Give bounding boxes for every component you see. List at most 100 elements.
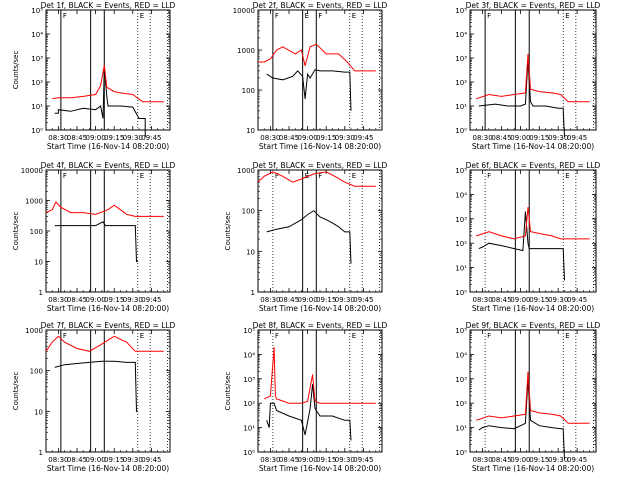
series-events-line — [478, 60, 565, 138]
x-tick-label: 08:30 — [473, 456, 493, 464]
x-axis-label: Start Time (16-Nov-14 08:20:00) — [47, 304, 169, 313]
y-tick-label: 1 — [39, 449, 43, 457]
x-tick-label: 08:30 — [473, 296, 493, 304]
chart-title: Det 4f, BLACK = Events, RED = LLD — [41, 161, 176, 170]
time-marker-label: E — [352, 172, 356, 180]
y-tick-label: 100 — [30, 368, 43, 376]
x-tick-label: 09:30 — [335, 296, 355, 304]
y-tick-label: 10⁴ — [455, 351, 467, 359]
x-tick-label: 08:45 — [67, 134, 87, 142]
x-tick-label: 08:30 — [260, 134, 280, 142]
y-tick-label: 10³ — [455, 216, 467, 224]
y-axis-label: Counts/sec — [12, 212, 20, 251]
x-tick-label: 08:30 — [48, 134, 68, 142]
y-tick-label: 10⁰ — [455, 449, 467, 457]
time-marker-label: E — [352, 12, 356, 20]
x-tick-label: 09:15 — [529, 134, 549, 142]
y-axis-label: Counts/sec — [224, 212, 232, 251]
time-marker-label: F — [487, 12, 491, 20]
x-tick-label: 09:45 — [567, 296, 587, 304]
x-tick-label: 09:45 — [353, 296, 373, 304]
y-tick-label: 10⁴ — [243, 351, 255, 359]
x-axis-label: Start Time (16-Nov-14 08:20:00) — [259, 304, 381, 313]
y-tick-label: 10² — [455, 400, 467, 408]
plot-frame — [469, 9, 597, 131]
plot-frame — [257, 169, 383, 293]
series-lld-line — [45, 201, 164, 217]
time-marker-label: E — [305, 12, 309, 20]
time-marker-label: E — [305, 172, 309, 180]
y-tick-label: 1000 — [25, 327, 43, 335]
plot-frame — [45, 329, 171, 453]
y-tick-label: 10² — [243, 400, 255, 408]
y-tick-label: 10³ — [31, 55, 43, 63]
time-marker-label: E — [565, 172, 569, 180]
y-tick-label: 10⁴ — [31, 31, 43, 39]
chart-panel-2: Det 2f, BLACK = Events, RED = LLD 10 100 10… — [233, 1, 388, 151]
y-tick-label: 10¹ — [31, 103, 43, 111]
y-tick-label: 10000 — [21, 167, 43, 175]
x-axis-label: Start Time (16-Nov-14 08:20:00) — [47, 142, 169, 151]
x-tick-label: 09:45 — [353, 134, 373, 142]
x-tick-label: 09:15 — [104, 456, 124, 464]
x-tick-label: 08:30 — [48, 456, 68, 464]
x-tick-label: 09:00 — [86, 456, 106, 464]
x-tick-label: 09:45 — [567, 456, 587, 464]
plot-frame — [469, 329, 597, 453]
series-lld-line — [476, 207, 590, 240]
time-marker-label: F — [63, 332, 67, 340]
y-tick-label: 10³ — [243, 376, 255, 384]
y-tick-label: 100 — [242, 87, 255, 95]
x-tick-label: 09:45 — [567, 134, 587, 142]
chart-title: Det 6f, BLACK = Events, RED = LLD — [466, 161, 601, 170]
y-tick-label: 100 — [242, 208, 255, 216]
x-tick-label: 08:45 — [491, 134, 511, 142]
x-tick-label: 09:30 — [335, 134, 355, 142]
y-tick-label: 10⁵ — [455, 327, 467, 335]
x-tick-label: 08:45 — [279, 134, 299, 142]
y-tick-label: 10³ — [455, 376, 467, 384]
x-tick-label: 09:30 — [548, 134, 568, 142]
x-tick-label: 09:30 — [335, 456, 355, 464]
chart-title: Det 2f, BLACK = Events, RED = LLD — [253, 1, 388, 10]
time-marker-label: E — [565, 12, 569, 20]
x-axis-label: Start Time (16-Nov-14 08:20:00) — [259, 464, 381, 473]
y-tick-label: 10⁰ — [455, 289, 467, 297]
plot-frame — [45, 169, 171, 293]
x-axis-label: Start Time (16-Nov-14 08:20:00) — [259, 142, 381, 151]
series-events-line — [266, 210, 352, 264]
y-tick-label: 1000 — [237, 47, 255, 55]
time-marker-label: F — [318, 12, 322, 20]
x-tick-label: 08:30 — [48, 296, 68, 304]
x-tick-label: 09:30 — [548, 456, 568, 464]
chart-panel-3: Det 3f, BLACK = Events, RED = LLD 10⁰ 10¹ 1… — [455, 1, 600, 151]
chart-panel-9: Det 9f, BLACK = Events, RED = LLD 10⁰ 10¹ 1… — [455, 321, 600, 473]
series-lld-line — [263, 347, 376, 404]
y-axis-label: Counts/sec — [224, 372, 232, 411]
x-tick-label: 09:45 — [141, 134, 161, 142]
x-tick-label: 09:15 — [104, 296, 124, 304]
x-tick-label: 09:15 — [529, 296, 549, 304]
series-lld-line — [257, 171, 376, 187]
chart-panel-5: Det 5f, BLACK = Events, RED = LLD 1 10 100 1… — [224, 161, 388, 313]
chart-panel-1: Det 1f, BLACK = Events, RED = LLD 10⁰ 10¹ 1… — [12, 1, 176, 151]
series-lld-line — [45, 335, 164, 352]
x-tick-label: 09:30 — [123, 296, 143, 304]
y-tick-label: 10⁰ — [31, 127, 43, 135]
x-axis-label: Start Time (16-Nov-14 08:20:00) — [47, 464, 169, 473]
x-axis-label: Start Time (16-Nov-14 08:20:00) — [472, 464, 594, 473]
plot-frame — [469, 169, 597, 293]
x-tick-label: 09:45 — [141, 296, 161, 304]
x-tick-label: 09:00 — [510, 134, 530, 142]
y-tick-label: 10⁴ — [455, 31, 467, 39]
y-tick-label: 10 — [34, 259, 43, 267]
y-tick-label: 10⁰ — [243, 449, 255, 457]
series-events-line — [266, 384, 352, 441]
x-tick-label: 09:00 — [86, 296, 106, 304]
y-tick-label: 10¹ — [455, 425, 467, 433]
time-marker-label: F — [487, 172, 491, 180]
y-tick-label: 10² — [455, 240, 467, 248]
series-events-line — [54, 67, 146, 138]
plot-frame — [45, 9, 171, 131]
